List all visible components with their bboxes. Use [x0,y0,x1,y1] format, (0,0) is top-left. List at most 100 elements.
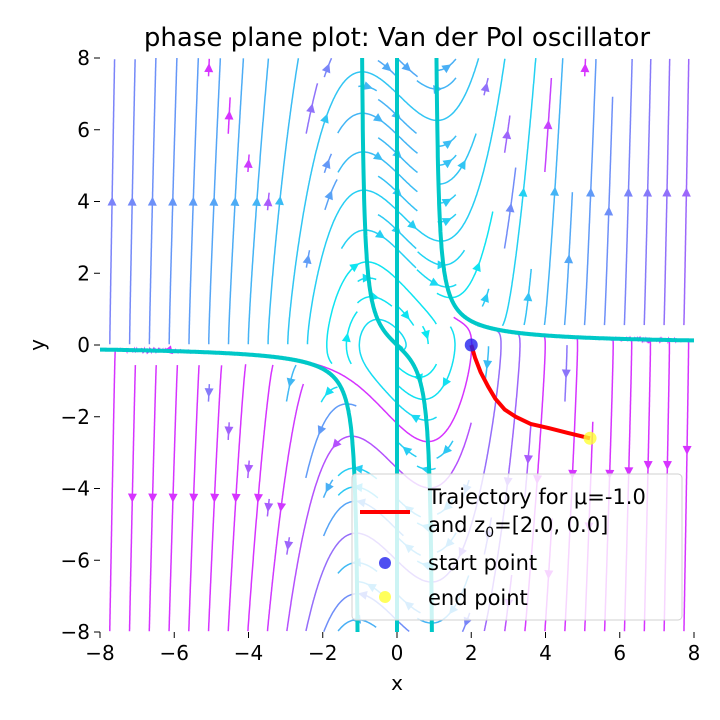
streamline-arrow-69 [274,195,284,206]
legend-and-z: and z [428,513,485,537]
streamline-arrow-55 [442,377,452,388]
streamline-arrow-67 [230,196,240,206]
y-tick-label-2: −4 [61,477,90,501]
streamline-arrow-66 [209,196,219,206]
nullcline-curve-0 [100,347,360,632]
streamline-arrow-3 [168,493,178,503]
legend-end-swatch [379,591,391,603]
streamline-arrow-42 [524,454,533,465]
streamline-arrow-61 [107,196,117,206]
y-axis-label: y [25,339,49,351]
x-tick-label-1: −6 [160,641,189,665]
legend-start-swatch [379,557,391,569]
streamline-arrow-65 [188,196,198,206]
streamline-arrow-9 [332,438,342,449]
streamline-arrow-82 [662,187,672,197]
nullclines [100,58,694,632]
streamline-arrow-36 [264,502,274,513]
streamline-arrow-7 [254,493,263,503]
trajectory-line [469,344,591,441]
streamline-arrow-30 [284,540,294,551]
x-tick-label-6: 4 [539,641,552,665]
streamline-arrow-63 [147,196,157,206]
y-tick-label-8: 8 [77,46,90,70]
legend-box [351,473,683,621]
x-axis-label: x [391,671,403,695]
streamline-arrow-44 [317,425,327,436]
x-tick-label-8: 8 [688,641,701,665]
y-tick-label-3: −2 [61,405,90,429]
streamline-arrow-70 [320,113,329,124]
streamline-arrow-50 [410,414,421,423]
end-point-marker [583,431,597,445]
streamline-arrow-79 [604,206,614,216]
streamline-arrow-86 [480,292,489,303]
streamline-arrow-22 [624,467,634,477]
x-tick-label-0: −8 [85,641,114,665]
streamline-8 [266,383,305,632]
legend-sub-zero: 0 [485,525,494,541]
streamline-arrow-4 [189,493,199,503]
streamline-arrow-107 [442,140,453,150]
y-tick-label-6: 4 [77,190,90,214]
start-point-marker [464,338,478,352]
y-tick-label-5: 2 [77,261,90,285]
streamline-arrow-96 [324,190,333,201]
legend-trajectory-label: Trajectory for μ=-1.0 [427,485,646,509]
streamline-74 [501,58,537,327]
streamline-arrow-47 [402,446,413,456]
streamline-arrow-72 [421,329,430,340]
streamline-arrow-39 [325,482,334,493]
x-tick-label-7: 6 [613,641,626,665]
streamline-arrow-76 [550,186,560,196]
streamline-69 [267,58,300,345]
streamline-arrow-80 [623,187,633,197]
streamline-arrow-117 [381,62,392,72]
streamline-arrow-51 [204,388,214,398]
streamline-arrow-95 [263,197,273,207]
streamline-arrow-78 [586,187,596,197]
streamline-arrow-59 [349,263,360,273]
streamline-arrow-93 [505,202,515,213]
streamline-arrow-58 [483,359,493,370]
streamline-arrow-60 [341,332,351,343]
streamline-arrow-24 [662,460,672,471]
legend-start-label: start point [428,551,537,575]
streamline-arrow-53 [324,386,335,397]
streamline-arrow-94 [441,218,452,227]
nullcline-curve-1 [360,58,434,632]
x-tick-label-5: 2 [465,641,478,665]
streamline-arrow-23 [643,460,653,471]
streamline-arrow-77 [564,254,574,264]
streamline-arrow-68 [252,196,262,207]
streamline-arrow-98 [441,198,452,208]
streamline-arrow-62 [127,196,137,206]
streamline-arrow-109 [224,110,234,120]
streamline-arrow-88 [429,277,440,286]
x-tick-label-2: −4 [234,641,263,665]
streamline-arrow-119 [441,64,452,74]
streamline-arrow-104 [442,159,453,169]
streamline-arrow-2 [148,493,158,503]
streamline-arrow-45 [353,464,363,474]
streamline-arrow-71 [407,219,417,230]
y-tick-label-0: −8 [61,620,90,644]
y-tick-label-7: 6 [77,118,90,142]
streamline-arrow-48 [442,444,453,455]
y-tick-label-4: 0 [77,333,90,357]
chart-title: phase plane plot: Van der Pol oscillator [144,23,650,53]
streamline-arrow-74 [518,187,528,197]
streamline-arrow-110 [306,103,315,114]
streamline-70 [287,58,480,345]
nullcline-curve-2 [434,58,694,343]
streamline-arrow-73 [400,309,410,320]
trajectory-layer [464,338,597,445]
streamline-arrow-99 [373,151,383,161]
streamline-arrow-52 [286,377,296,388]
streamline-arrow-101 [243,158,253,169]
y-tick-label-1: −6 [61,548,90,572]
streamline-arrow-112 [362,81,373,90]
streamline-arrow-43 [244,464,254,474]
streamline-arrow-90 [375,229,385,239]
